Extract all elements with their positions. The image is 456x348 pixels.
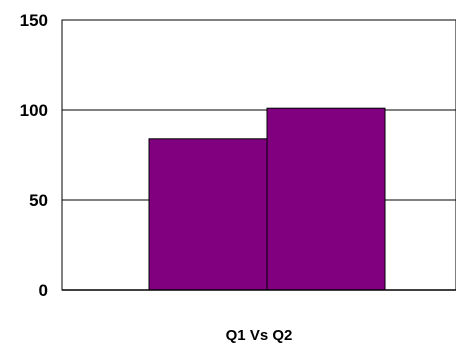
y-tick-label-50: 50: [29, 191, 48, 210]
x-axis-label: Q1 Vs Q2: [226, 327, 293, 344]
y-tick-label-0: 0: [39, 281, 48, 300]
bar-q2: [266, 107, 386, 291]
y-tick-label-150: 150: [20, 11, 48, 30]
bars: [148, 107, 386, 291]
bar-q1: [148, 138, 268, 291]
y-axis-tick-labels: 0 50 100 150: [20, 11, 48, 300]
y-tick-label-100: 100: [20, 101, 48, 120]
